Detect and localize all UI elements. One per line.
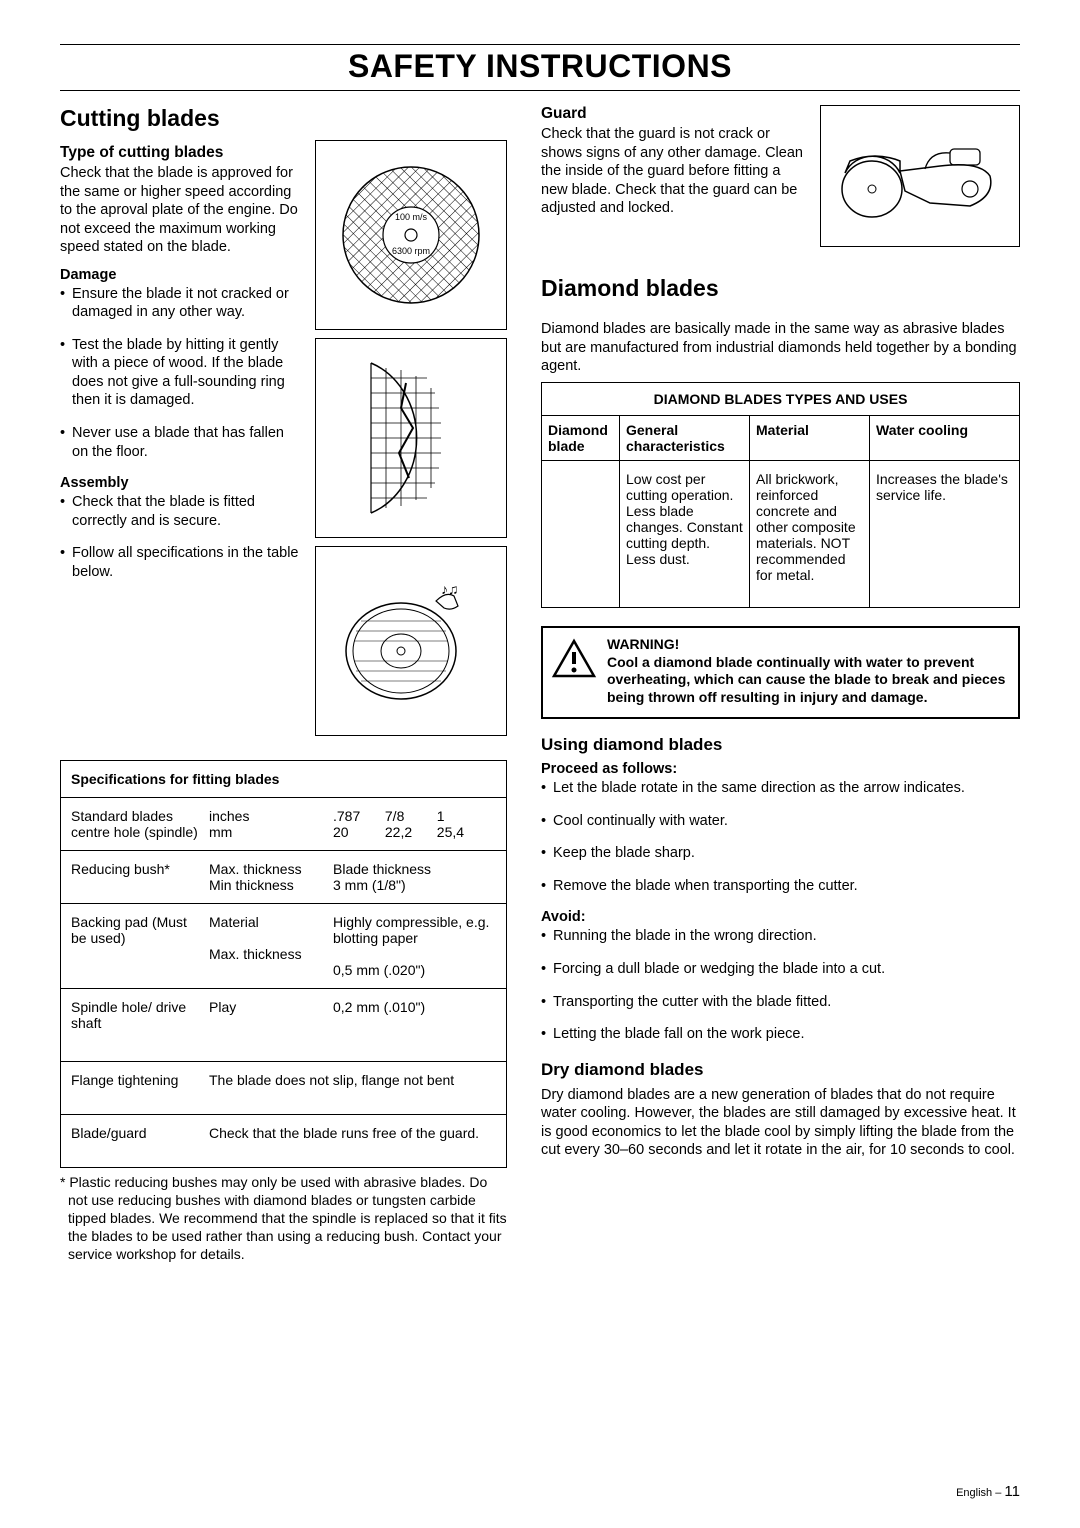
proceed-item: Let the blade rotate in the same directi…	[541, 779, 1020, 798]
spec-row: Flange tightening The blade does not sli…	[61, 1062, 506, 1115]
spec-cell: Reducing bush*	[71, 861, 203, 893]
proceed-item: Remove the blade when transporting the c…	[541, 877, 1020, 896]
damage-item: Ensure the blade it not cracked or damag…	[60, 285, 303, 322]
spec-cell: Highly compressible, e.g. blotting paper…	[333, 914, 500, 978]
page-title: SAFETY INSTRUCTIONS	[60, 44, 1020, 91]
guard-paragraph: Check that the guard is not crack or sho…	[541, 125, 806, 218]
type-paragraph: Check that the blade is approved for the…	[60, 164, 303, 257]
footer-sep: –	[995, 1487, 1001, 1499]
spec-row: Backing pad (Must be used) Material Max.…	[61, 904, 506, 989]
type-heading: Type of cutting blades	[60, 144, 303, 162]
figure-column: 100 m/s 6300 rpm	[315, 140, 507, 744]
spec-cell: Standard blades centre hole (spindle)	[71, 808, 203, 840]
blades-intro-row: Type of cutting blades Check that the bl…	[60, 140, 507, 744]
dry-diamond-heading: Dry diamond blades	[541, 1060, 1020, 1080]
spec-cell: Play	[209, 999, 327, 1031]
warning-body: Cool a diamond blade continually with wa…	[607, 654, 1005, 706]
guard-heading: Guard	[541, 105, 806, 123]
spec-cell: Blade thickness 3 mm (1/8")	[333, 861, 500, 893]
spec-row: Blade/guard Check that the blade runs fr…	[61, 1115, 506, 1167]
spec-cell: Max. thickness Min thickness	[209, 861, 327, 893]
damage-item: Never use a blade that has fallen on the…	[60, 424, 303, 461]
cracked-blade-figure	[315, 338, 507, 538]
cutting-blades-heading: Cutting blades	[60, 105, 507, 132]
assembly-item: Follow all specifications in the table b…	[60, 544, 303, 581]
diamond-table-title: DIAMOND BLADES TYPES AND USES	[542, 383, 1019, 415]
spec-cell: Blade/guard	[71, 1125, 203, 1141]
diamond-table-row: Low cost per cutting operation. Less bla…	[542, 461, 1019, 607]
avoid-item: Forcing a dull blade or wedging the blad…	[541, 960, 1020, 979]
db-head-cell: Diamond blade	[542, 416, 620, 460]
left-column: Cutting blades Type of cutting blades Ch…	[60, 105, 507, 1264]
db-cell: Low cost per cutting operation. Less bla…	[620, 461, 750, 607]
guard-text: Guard Check that the guard is not crack …	[541, 105, 806, 247]
page-footer: English – 11	[956, 1483, 1020, 1500]
spec-cell: Check that the blade runs free of the gu…	[209, 1125, 500, 1141]
warning-icon	[551, 638, 597, 680]
spec-footnote: * Plastic reducing bushes may only be us…	[60, 1174, 507, 1264]
damage-list: Ensure the blade it not cracked or damag…	[60, 285, 303, 461]
db-cell	[542, 461, 620, 607]
footer-page-number: 11	[1004, 1483, 1020, 1500]
footer-lang: English	[956, 1487, 992, 1499]
guard-figure-wrap	[820, 105, 1020, 247]
assembly-heading: Assembly	[60, 475, 303, 491]
right-column: Guard Check that the guard is not crack …	[541, 105, 1020, 1264]
spec-row: Standard blades centre hole (spindle) in…	[61, 798, 506, 851]
db-cell: All brickwork, reinforced concrete and o…	[750, 461, 870, 607]
spec-cell: Material Max. thickness	[209, 914, 327, 978]
diamond-table-header: Diamond blade General characteristics Ma…	[542, 415, 1019, 461]
disc-top-label: 100 m/s	[395, 212, 428, 222]
power-cutter-icon	[830, 121, 1010, 231]
spec-table-title: Specifications for fitting blades	[61, 761, 506, 798]
proceed-list: Let the blade rotate in the same directi…	[541, 779, 1020, 895]
spec-cell: Flange tightening	[71, 1072, 203, 1088]
proceed-item: Cool continually with water.	[541, 812, 1020, 831]
db-head-cell: Material	[750, 416, 870, 460]
avoid-list: Running the blade in the wrong direction…	[541, 927, 1020, 1043]
avoid-item: Letting the blade fall on the work piece…	[541, 1025, 1020, 1044]
db-head-cell: General characteristics	[620, 416, 750, 460]
proceed-heading: Proceed as follows:	[541, 761, 1020, 777]
svg-text:♪♫: ♪♫	[441, 581, 459, 597]
spec-row: Reducing bush* Max. thickness Min thickn…	[61, 851, 506, 904]
diamond-paragraph: Diamond blades are basically made in the…	[541, 320, 1020, 376]
spec-cell: Spindle hole/ drive shaft	[71, 999, 203, 1031]
diamond-blades-heading: Diamond blades	[541, 275, 1020, 302]
diamond-table: DIAMOND BLADES TYPES AND USES Diamond bl…	[541, 382, 1020, 608]
spec-row: Spindle hole/ drive shaft Play 0,2 mm (.…	[61, 989, 506, 1062]
spec-cell: The blade does not slip, flange not bent	[209, 1072, 500, 1088]
spec-cell: .787 7/8 1 20 22,2 25,4	[333, 808, 500, 840]
disc-figure: 100 m/s 6300 rpm	[315, 140, 507, 330]
db-head-cell: Water cooling	[870, 416, 1019, 460]
blade-disc-icon: 100 m/s 6300 rpm	[336, 160, 486, 310]
guard-row: Guard Check that the guard is not crack …	[541, 105, 1020, 247]
assembly-item: Check that the blade is fitted correctly…	[60, 493, 303, 530]
proceed-item: Keep the blade sharp.	[541, 844, 1020, 863]
guard-figure	[820, 105, 1020, 247]
blade-assembly-icon: ♪♫	[336, 576, 486, 706]
spec-table: Specifications for fitting blades Standa…	[60, 760, 507, 1168]
spec-cell: inches mm	[209, 808, 327, 840]
disc-bottom-label: 6300 rpm	[392, 246, 430, 256]
warning-heading: WARNING!	[607, 636, 679, 652]
avoid-item: Transporting the cutter with the blade f…	[541, 993, 1020, 1012]
warning-box: WARNING! Cool a diamond blade continuall…	[541, 626, 1020, 720]
assembly-list: Check that the blade is fitted correctly…	[60, 493, 303, 581]
avoid-item: Running the blade in the wrong direction…	[541, 927, 1020, 946]
warning-text: WARNING! Cool a diamond blade continuall…	[607, 636, 1008, 708]
avoid-heading: Avoid:	[541, 909, 1020, 925]
cracked-blade-icon	[351, 358, 471, 518]
blades-text: Type of cutting blades Check that the bl…	[60, 140, 303, 744]
spec-cell: 0,2 mm (.010")	[333, 999, 500, 1031]
using-diamond-heading: Using diamond blades	[541, 735, 1020, 755]
db-cell: Increases the blade's service life.	[870, 461, 1019, 607]
spec-cell: Backing pad (Must be used)	[71, 914, 203, 978]
damage-item: Test the blade by hitting it gently with…	[60, 336, 303, 410]
damage-heading: Damage	[60, 267, 303, 283]
two-column-layout: Cutting blades Type of cutting blades Ch…	[60, 105, 1020, 1264]
dry-diamond-paragraph: Dry diamond blades are a new generation …	[541, 1086, 1020, 1160]
assembly-figure: ♪♫	[315, 546, 507, 736]
